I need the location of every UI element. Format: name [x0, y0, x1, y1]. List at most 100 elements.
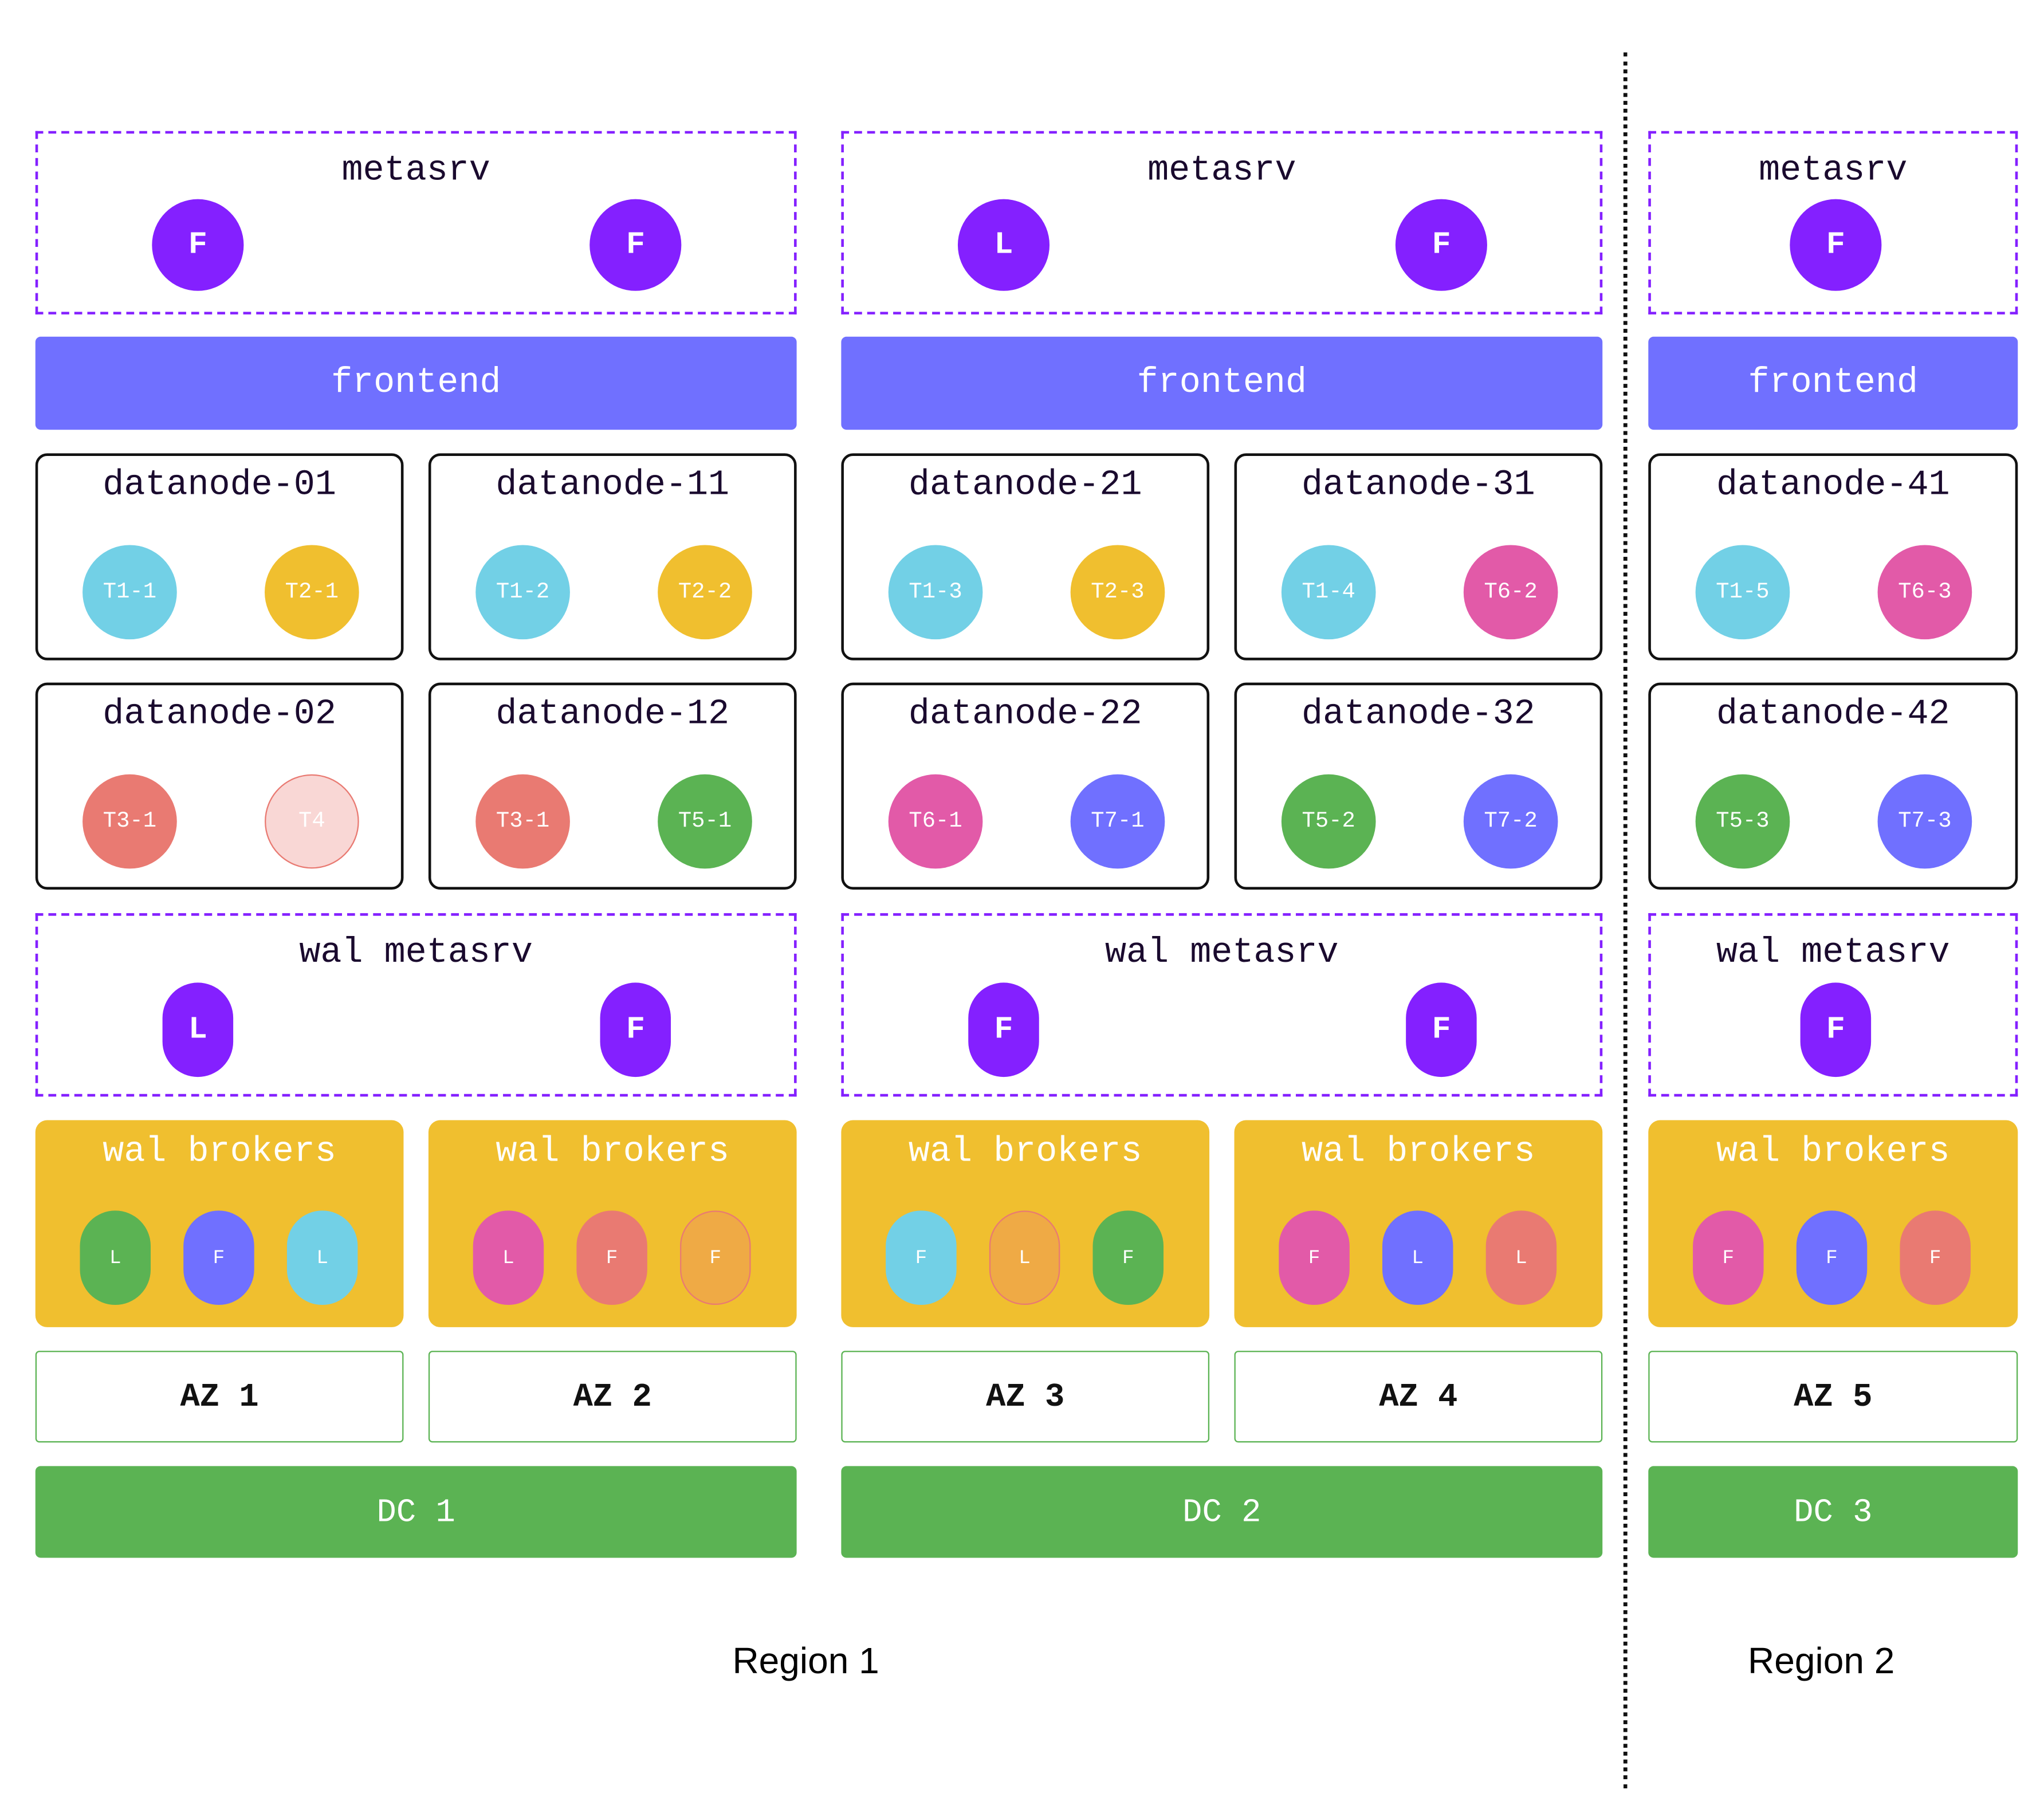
wal-broker-node[interactable]: F: [1279, 1210, 1350, 1305]
datanode-box[interactable]: datanode-41 T1-5 T6-3: [1648, 453, 2018, 660]
datanode-name: datanode-42: [1716, 695, 1950, 736]
availability-zone[interactable]: AZ 4: [1234, 1351, 1603, 1443]
tablet-region[interactable]: T7-3: [1877, 774, 1972, 869]
tablet-region[interactable]: T6-3: [1877, 545, 1972, 640]
datacenter[interactable]: DC 3: [1648, 1466, 2018, 1558]
datanode-name: datanode-01: [103, 466, 336, 506]
wal-metasrv-title: wal metasrv: [299, 934, 533, 974]
availability-zone[interactable]: AZ 2: [428, 1351, 797, 1443]
metasrv-node-leader[interactable]: L: [957, 199, 1050, 291]
wal-broker-node[interactable]: F: [1900, 1210, 1971, 1305]
datanode-box[interactable]: datanode-22 T6-1 T7-1: [841, 682, 1210, 890]
wal-metasrv-node-follower[interactable]: F: [1406, 982, 1477, 1077]
wal-brokers-title: wal brokers: [1302, 1133, 1535, 1173]
datanode-box[interactable]: datanode-12 T3-1 T5-1: [428, 682, 797, 890]
datanode-name: datanode-21: [908, 466, 1142, 506]
tablet-region[interactable]: T1-4: [1281, 545, 1376, 640]
metasrv-box: metasrv L F: [841, 131, 1603, 314]
wal-brokers-title: wal brokers: [496, 1133, 730, 1173]
wal-metasrv-title: wal metasrv: [1716, 934, 1950, 974]
wal-brokers-box: wal brokers F F F: [1648, 1120, 2018, 1327]
datanode-box[interactable]: datanode-11 T1-2 T2-2: [428, 453, 797, 660]
datanode-box[interactable]: datanode-32 T5-2 T7-2: [1234, 682, 1603, 890]
region-label-2: Region 2: [1748, 1640, 1895, 1681]
datanode-name: datanode-41: [1716, 466, 1950, 506]
wal-metasrv-node-leader[interactable]: L: [162, 982, 234, 1077]
metasrv-node-follower[interactable]: F: [1790, 199, 1882, 291]
availability-zone[interactable]: AZ 5: [1648, 1351, 2018, 1443]
wal-brokers-box: wal brokers F L F: [841, 1120, 1210, 1327]
wal-brokers-box: wal brokers F L L: [1234, 1120, 1603, 1327]
availability-zone[interactable]: AZ 1: [35, 1351, 404, 1443]
wal-broker-node[interactable]: F: [886, 1210, 957, 1305]
wal-metasrv-node-follower[interactable]: F: [1800, 982, 1872, 1077]
metasrv-title: metasrv: [341, 152, 490, 191]
tablet-region[interactable]: T2-1: [265, 545, 359, 640]
metasrv-node-follower[interactable]: F: [589, 199, 682, 291]
region-divider: [1623, 52, 1628, 1789]
datanode-box[interactable]: datanode-31 T1-4 T6-2: [1234, 453, 1603, 660]
wal-metasrv-box: wal metasrv L F: [35, 913, 797, 1097]
wal-broker-node[interactable]: F: [1693, 1210, 1764, 1305]
tablet-region[interactable]: T1-1: [82, 545, 177, 640]
frontend-box[interactable]: frontend: [841, 336, 1603, 430]
tablet-region[interactable]: T5-2: [1281, 774, 1376, 869]
wal-metasrv-node-follower[interactable]: F: [600, 982, 671, 1077]
tablet-region[interactable]: T2-3: [1070, 545, 1165, 640]
datanode-name: datanode-22: [908, 695, 1142, 736]
frontend-box[interactable]: frontend: [35, 336, 797, 430]
wal-brokers-title: wal brokers: [103, 1133, 336, 1173]
wal-broker-node[interactable]: L: [1382, 1210, 1453, 1305]
wal-broker-node[interactable]: F: [576, 1210, 647, 1305]
wal-metasrv-node-follower[interactable]: F: [968, 982, 1039, 1077]
availability-zone[interactable]: AZ 3: [841, 1351, 1210, 1443]
tablet-region[interactable]: T5-3: [1695, 774, 1790, 869]
metasrv-node-follower[interactable]: F: [1396, 199, 1488, 291]
tablet-region[interactable]: T6-2: [1463, 545, 1558, 640]
frontend-box[interactable]: frontend: [1648, 336, 2018, 430]
datanode-name: datanode-31: [1302, 466, 1535, 506]
datanode-name: datanode-11: [496, 466, 730, 506]
tablet-region[interactable]: T2-2: [658, 545, 752, 640]
tablet-region[interactable]: T1-5: [1695, 545, 1790, 640]
wal-broker-node[interactable]: F: [1796, 1210, 1868, 1305]
wal-broker-node[interactable]: F: [680, 1210, 751, 1305]
datacenter[interactable]: DC 1: [35, 1466, 797, 1558]
datanode-name: datanode-32: [1302, 695, 1535, 736]
datanode-box[interactable]: datanode-21 T1-3 T2-3: [841, 453, 1210, 660]
datanode-box[interactable]: datanode-02 T3-1 T4: [35, 682, 404, 890]
tablet-region[interactable]: T3-1: [82, 774, 177, 869]
wal-broker-node[interactable]: F: [1092, 1210, 1164, 1305]
wal-broker-node[interactable]: L: [80, 1210, 151, 1305]
metasrv-node-follower[interactable]: F: [152, 199, 244, 291]
wal-broker-node[interactable]: L: [473, 1210, 544, 1305]
tablet-region[interactable]: T1-3: [888, 545, 983, 640]
wal-metasrv-box: wal metasrv F: [1648, 913, 2018, 1097]
tablet-region[interactable]: T4: [265, 774, 359, 869]
datanode-name: datanode-12: [496, 695, 730, 736]
datacenter[interactable]: DC 2: [841, 1466, 1603, 1558]
wal-metasrv-title: wal metasrv: [1104, 934, 1339, 974]
metasrv-title: metasrv: [1759, 152, 1908, 191]
tablet-region[interactable]: T7-1: [1070, 774, 1165, 869]
region-label-1: Region 1: [732, 1640, 879, 1681]
tablet-region[interactable]: T5-1: [658, 774, 752, 869]
wal-broker-node[interactable]: F: [183, 1210, 254, 1305]
datanode-box[interactable]: datanode-42 T5-3 T7-3: [1648, 682, 2018, 890]
wal-broker-node[interactable]: L: [989, 1210, 1060, 1305]
wal-brokers-box: wal brokers L F F: [428, 1120, 797, 1327]
metasrv-box: metasrv F: [1648, 131, 2018, 314]
wal-brokers-title: wal brokers: [908, 1133, 1142, 1173]
wal-metasrv-box: wal metasrv F F: [841, 913, 1603, 1097]
tablet-region[interactable]: T1-2: [475, 545, 570, 640]
wal-broker-node[interactable]: L: [1485, 1210, 1557, 1305]
tablet-region[interactable]: T3-1: [475, 774, 570, 869]
metasrv-title: metasrv: [1147, 152, 1296, 191]
wal-brokers-title: wal brokers: [1716, 1133, 1950, 1173]
wal-broker-node[interactable]: L: [286, 1210, 358, 1305]
datanode-box[interactable]: datanode-01 T1-1 T2-1: [35, 453, 404, 660]
tablet-region[interactable]: T7-2: [1463, 774, 1558, 869]
tablet-region[interactable]: T6-1: [888, 774, 983, 869]
datanode-name: datanode-02: [103, 695, 336, 736]
